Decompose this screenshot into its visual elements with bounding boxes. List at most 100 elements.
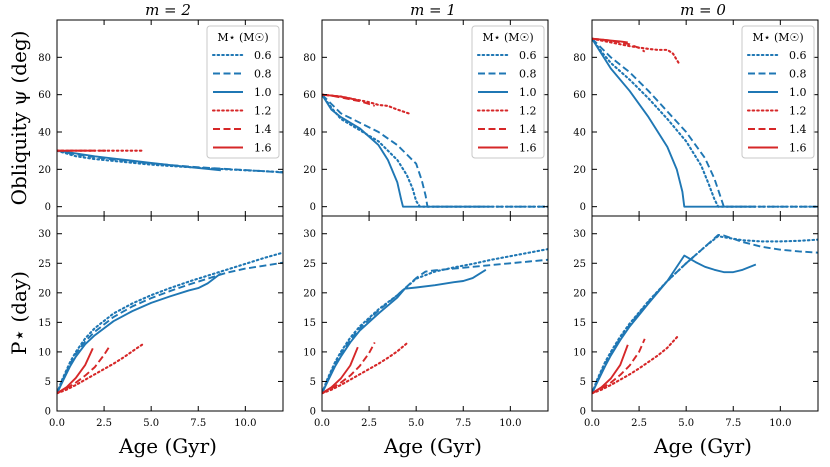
- y-tick-label: 30: [38, 229, 51, 240]
- panel-period-col0: 0.0 2.5 5.0 7.5 10.0 0 5 10 15 20 25 30: [38, 215, 284, 429]
- x-tick-label: 10.0: [769, 418, 791, 429]
- series-line-obliquity-col2-mass-1p6: [592, 37, 628, 44]
- y-tick-label: 0: [580, 407, 586, 418]
- y-tick-label: 15: [303, 318, 316, 329]
- series-line-period-col0-mass-1p4: [57, 345, 111, 395]
- x-axis-title-col2: Age (Gyr): [653, 434, 752, 458]
- axes-frame-period-col0: [56, 215, 284, 412]
- y-axis-title-obliquity: Obliquity ψ (deg): [7, 31, 31, 206]
- y-tick-label: 0: [45, 202, 51, 213]
- column-title-m2: m = 2: [145, 1, 191, 19]
- y-tick-label: 0: [310, 202, 316, 213]
- legend-label-0p6: 0.6: [254, 49, 272, 62]
- y-tick-label: 30: [573, 229, 586, 240]
- y-tick-label: 80: [573, 53, 586, 64]
- series-group-obliquity-col2: [592, 37, 818, 208]
- panel-obliquity-col2: 0 20 40 60 80 M⋆ (M☉) 0.6 0.8 1.0 1.2 1.4 1.6: [573, 19, 819, 217]
- y-tick-label: 10: [573, 347, 586, 358]
- series-line-period-col2-mass-0p6: [592, 235, 818, 395]
- y-tick-label: 40: [38, 128, 51, 139]
- y-tick-label: 80: [303, 53, 316, 64]
- x-tick-label: 10.0: [234, 418, 256, 429]
- legend-label-1p4: 1.4: [789, 123, 807, 136]
- series-line-period-col2-mass-1p2: [592, 334, 680, 395]
- y-axis-title-period: P⋆ (day): [7, 271, 31, 355]
- x-tick-label: 7.5: [455, 418, 471, 429]
- series-line-period-col0-mass-0p6: [57, 251, 283, 395]
- series-line-obliquity-col2-mass-1p0: [592, 38, 756, 208]
- legend-label-0p6: 0.6: [519, 49, 537, 62]
- series-line-obliquity-col2-mass-0p6: [592, 37, 818, 208]
- series-line-period-col1-mass-1p0: [322, 268, 487, 394]
- x-tick-label: 7.5: [725, 418, 741, 429]
- x-axis-title-col0: Age (Gyr): [118, 434, 217, 458]
- y-tick-label: 5: [310, 377, 316, 388]
- legend-label-1p0: 1.0: [789, 86, 807, 99]
- y-tick-label: 20: [573, 165, 586, 176]
- series-group-obliquity-col1: [322, 93, 548, 208]
- x-tick-label: 10.0: [499, 418, 521, 429]
- series-group-obliquity-col0: [57, 149, 283, 174]
- series-line-period-col2-mass-1p6: [592, 344, 629, 395]
- series-line-period-col1-mass-1p4: [322, 342, 376, 395]
- series-line-period-col1-mass-1p6: [322, 346, 359, 395]
- legend-label-1p4: 1.4: [519, 123, 537, 136]
- y-tick-label: 60: [303, 90, 316, 101]
- legend-label-0p8: 0.8: [254, 68, 272, 81]
- legend-label-1p0: 1.0: [519, 86, 537, 99]
- y-tick-label: 25: [38, 259, 51, 270]
- y-tick-label: 20: [303, 288, 316, 299]
- y-tick-label: 15: [38, 318, 51, 329]
- legend-title: M⋆ (M☉): [482, 31, 533, 44]
- panel-period-col1: 0.0 2.5 5.0 7.5 10.0 0 5 10 15 20 25 30: [303, 215, 549, 429]
- legend-label-1p2: 1.2: [519, 105, 537, 118]
- y-tick-label: 20: [573, 288, 586, 299]
- legend-obliquity-col2: M⋆ (M☉) 0.6 0.8 1.0 1.2 1.4 1.6: [741, 25, 815, 159]
- series-line-obliquity-col2-mass-1p4: [592, 37, 646, 53]
- legend-label-1p4: 1.4: [254, 123, 272, 136]
- x-tick-label: 0.0: [584, 418, 600, 429]
- series-line-period-col2-mass-0p8: [592, 233, 818, 394]
- legend-title: M⋆ (M☉): [752, 31, 803, 44]
- legend-obliquity-col0: M⋆ (M☉) 0.6 0.8 1.0 1.2 1.4 1.6: [206, 25, 280, 159]
- panel-period-col2: 0.0 2.5 5.0 7.5 10.0 0 5 10 15 20 25 30: [573, 215, 819, 429]
- y-tick-label: 80: [38, 53, 51, 64]
- x-axis-title-col1: Age (Gyr): [383, 434, 482, 458]
- y-tick-label: 30: [303, 229, 316, 240]
- y-tick-label: 40: [303, 128, 316, 139]
- y-tick-label: 20: [38, 165, 51, 176]
- y-tick-label: 25: [303, 259, 316, 270]
- legend-obliquity-col1: M⋆ (M☉) 0.6 0.8 1.0 1.2 1.4 1.6: [471, 25, 545, 159]
- legend-label-0p6: 0.6: [789, 49, 807, 62]
- y-tick-label: 60: [38, 90, 51, 101]
- axes-frame-period-col2: [591, 215, 819, 412]
- legend-label-1p0: 1.0: [254, 86, 272, 99]
- y-tick-label: 15: [573, 318, 586, 329]
- y-tick-label: 20: [303, 165, 316, 176]
- y-tick-label: 25: [573, 259, 586, 270]
- x-tick-label: 0.0: [49, 418, 65, 429]
- y-tick-label: 20: [38, 288, 51, 299]
- series-line-obliquity-col1-mass-1p0: [322, 94, 486, 208]
- legend-label-0p8: 0.8: [789, 68, 807, 81]
- series-line-obliquity-col1-mass-1p6: [322, 93, 359, 102]
- x-tick-label: 2.5: [96, 418, 112, 429]
- y-tick-label: 10: [38, 347, 51, 358]
- series-group-period-col2: [592, 233, 818, 395]
- y-tick-label: 5: [580, 377, 586, 388]
- series-line-period-col2-mass-1p0: [592, 254, 757, 394]
- x-tick-label: 5.0: [143, 418, 159, 429]
- series-line-obliquity-col1-mass-1p4: [322, 93, 376, 107]
- x-tick-label: 2.5: [631, 418, 647, 429]
- series-line-obliquity-col1-mass-1p2: [322, 93, 410, 115]
- legend-label-1p6: 1.6: [789, 142, 807, 155]
- series-line-period-col1-mass-1p2: [322, 340, 410, 395]
- column-title-m1: m = 1: [410, 1, 456, 19]
- series-line-obliquity-col2-mass-1p2: [592, 37, 680, 64]
- y-tick-label: 10: [303, 347, 316, 358]
- y-tick-label: 0: [310, 407, 316, 418]
- legend-label-1p6: 1.6: [519, 142, 537, 155]
- series-line-period-col0-mass-1p6: [57, 347, 94, 395]
- column-title-m0: m = 0: [680, 1, 726, 19]
